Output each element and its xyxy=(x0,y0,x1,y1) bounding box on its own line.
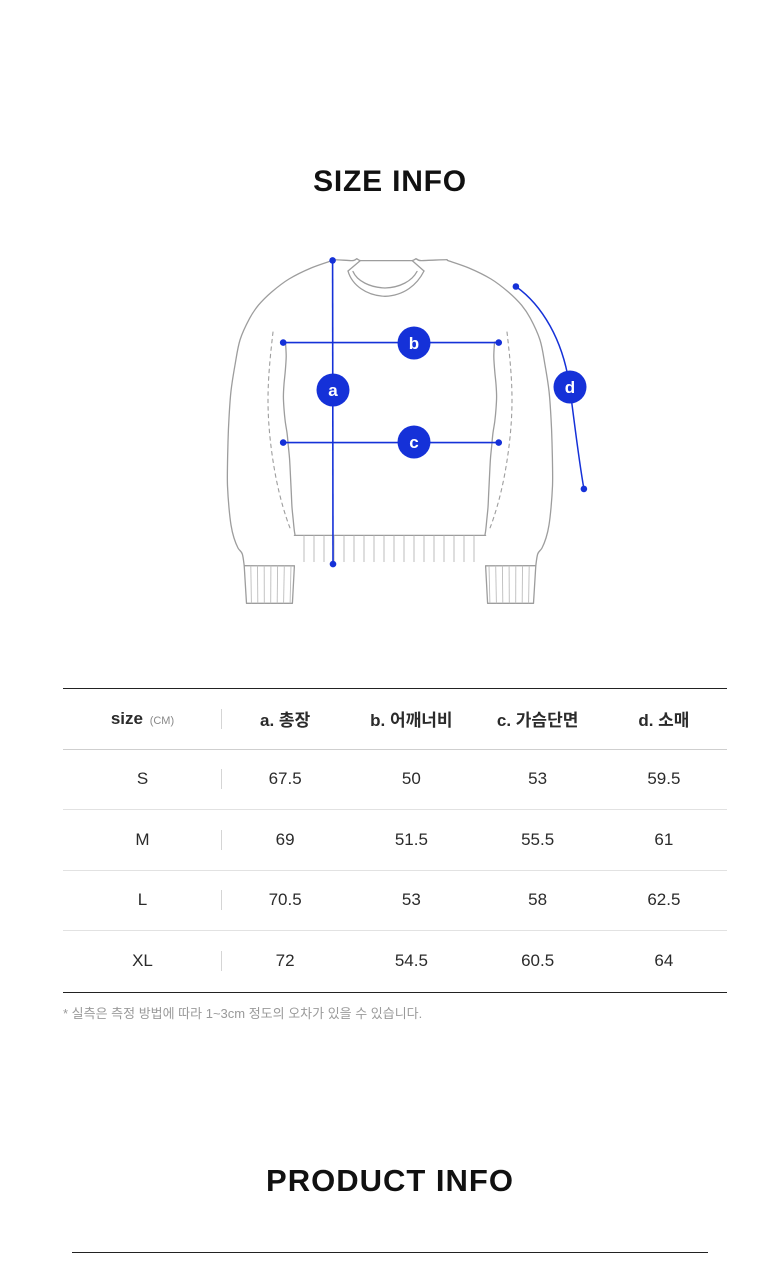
svg-text:a: a xyxy=(328,381,338,400)
svg-text:d: d xyxy=(565,378,575,397)
svg-text:c: c xyxy=(409,433,418,452)
svg-text:b: b xyxy=(409,334,419,353)
